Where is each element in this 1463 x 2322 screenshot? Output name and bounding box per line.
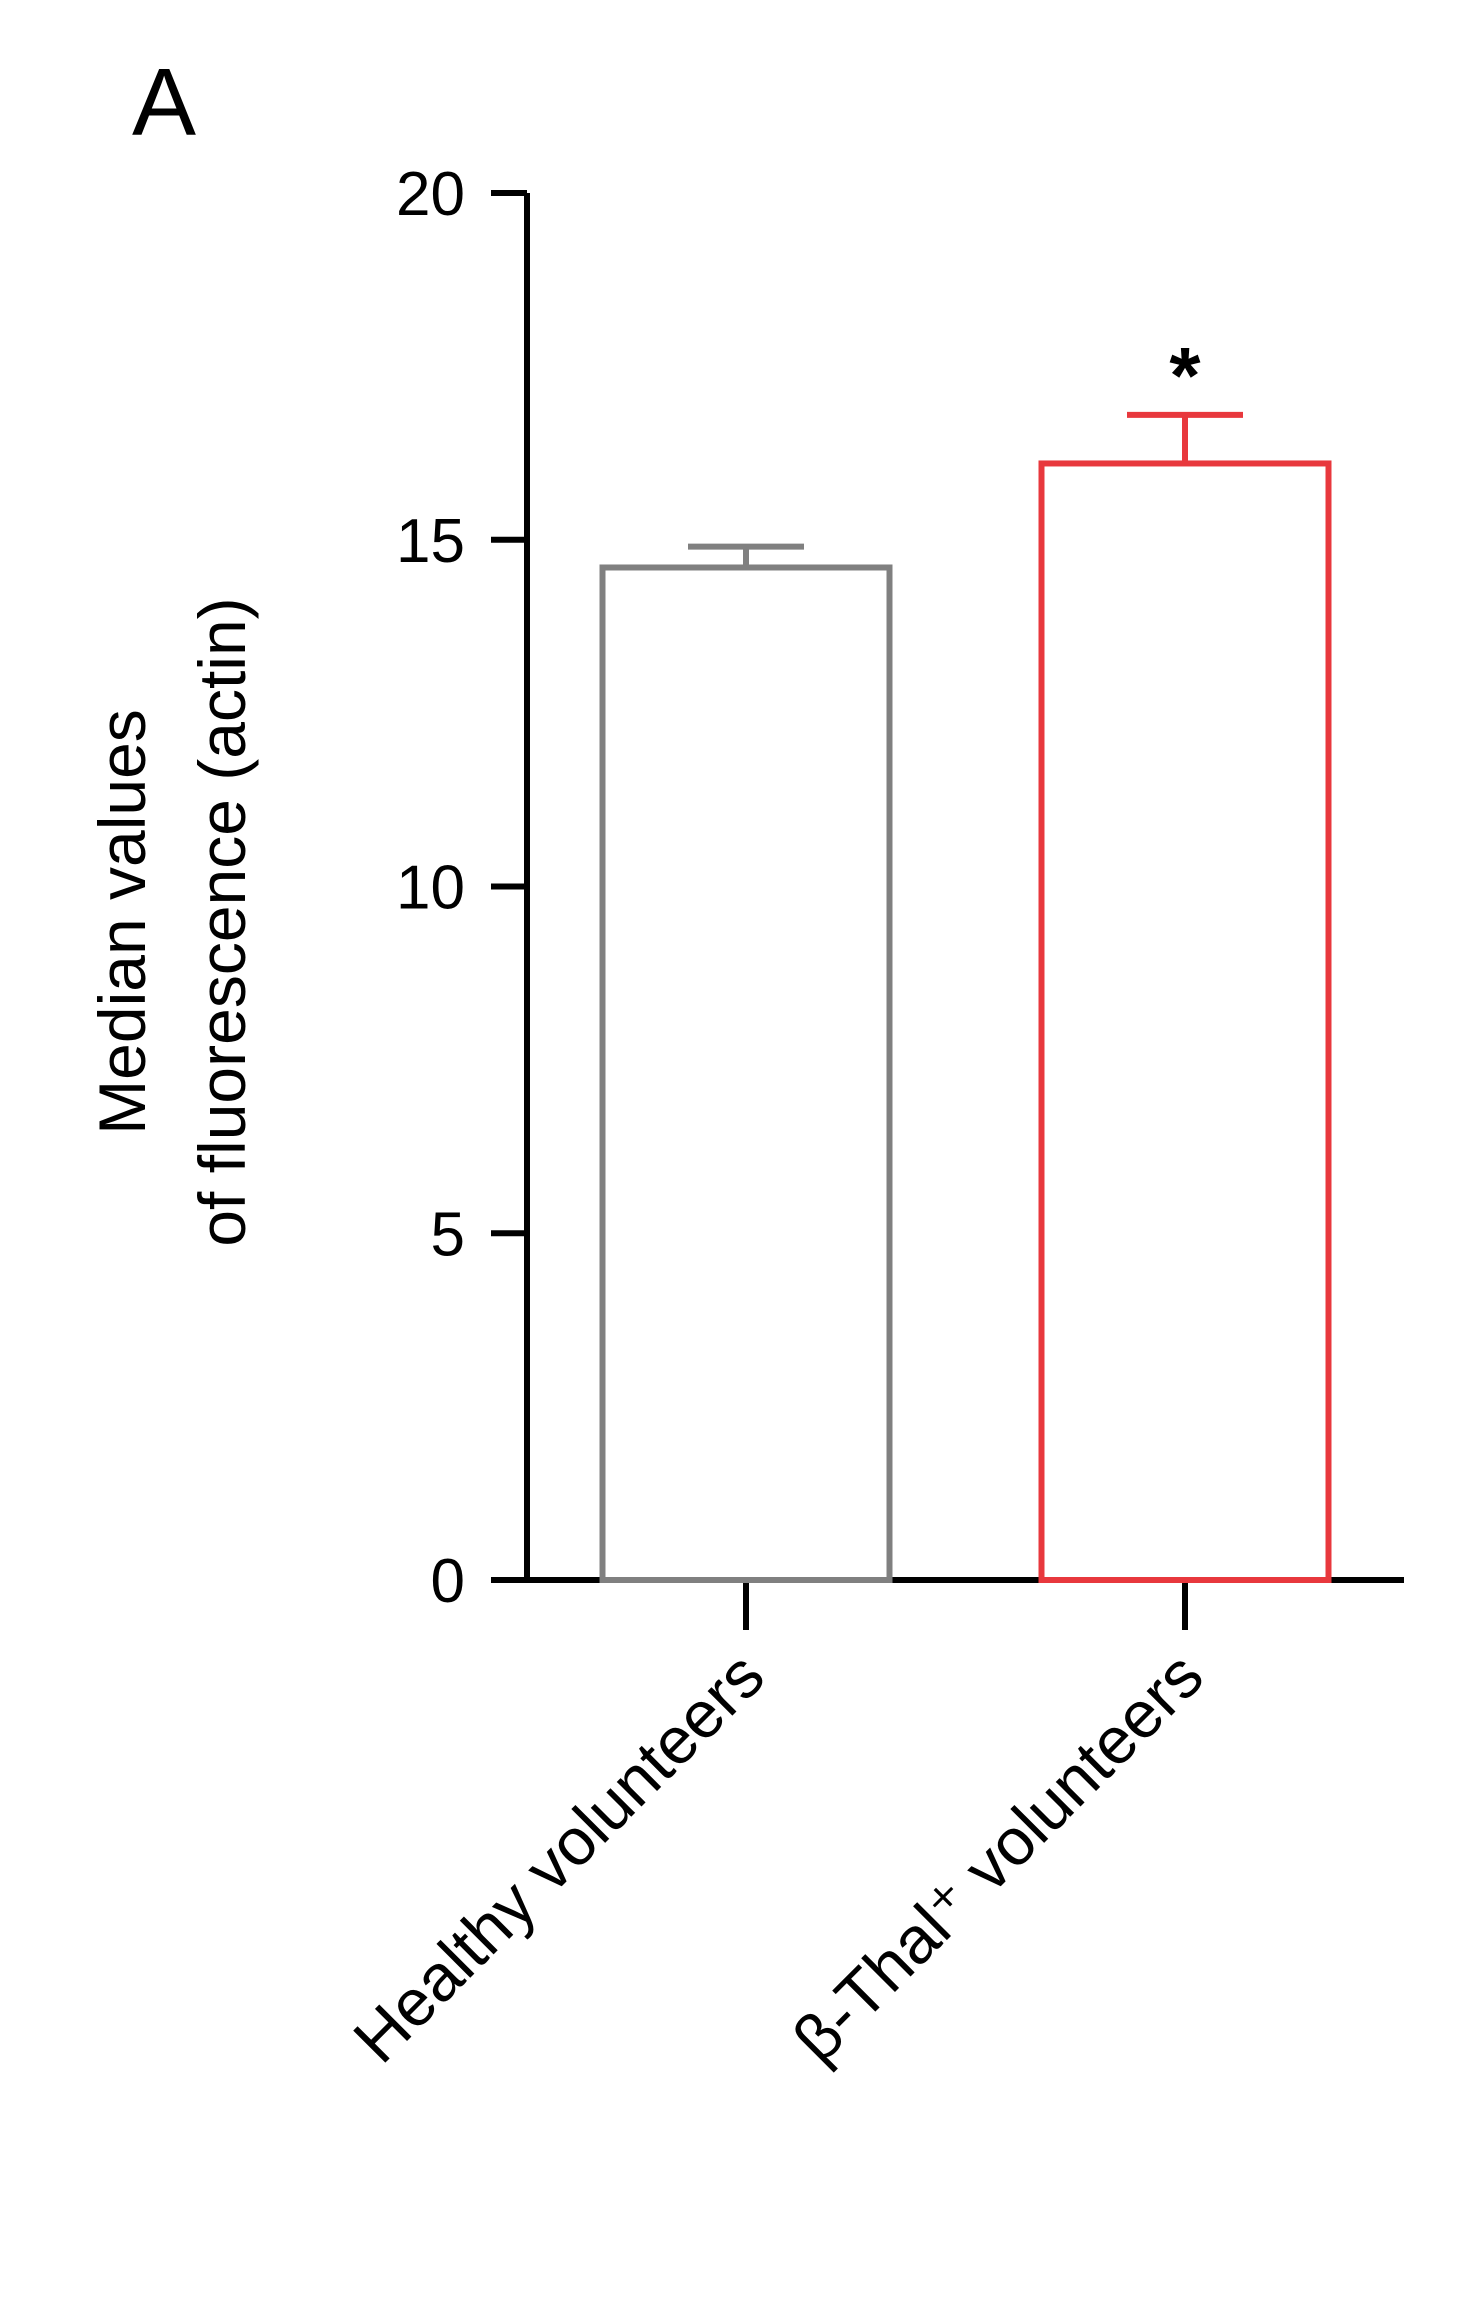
- panel-label: A: [132, 49, 196, 156]
- error-bar: [1127, 411, 1243, 464]
- y-axis-label: Median values: [85, 709, 159, 1135]
- x-tick-label: Healthy volunteers: [339, 1638, 778, 2077]
- x-tick-label: β-Thal⁺ volunteers: [778, 1638, 1216, 2076]
- y-axis-label: of fluorescence (actin): [185, 597, 259, 1246]
- y-tick-label: 0: [431, 1547, 465, 1616]
- y-tick-label: 5: [431, 1200, 465, 1269]
- significance-marker: *: [1169, 331, 1201, 420]
- bar: [599, 564, 893, 1583]
- error-bar: [688, 543, 804, 568]
- bar: [1038, 460, 1332, 1584]
- y-tick-label: 15: [396, 507, 465, 576]
- y-tick-label: 20: [396, 160, 465, 229]
- y-tick-label: 10: [396, 854, 465, 923]
